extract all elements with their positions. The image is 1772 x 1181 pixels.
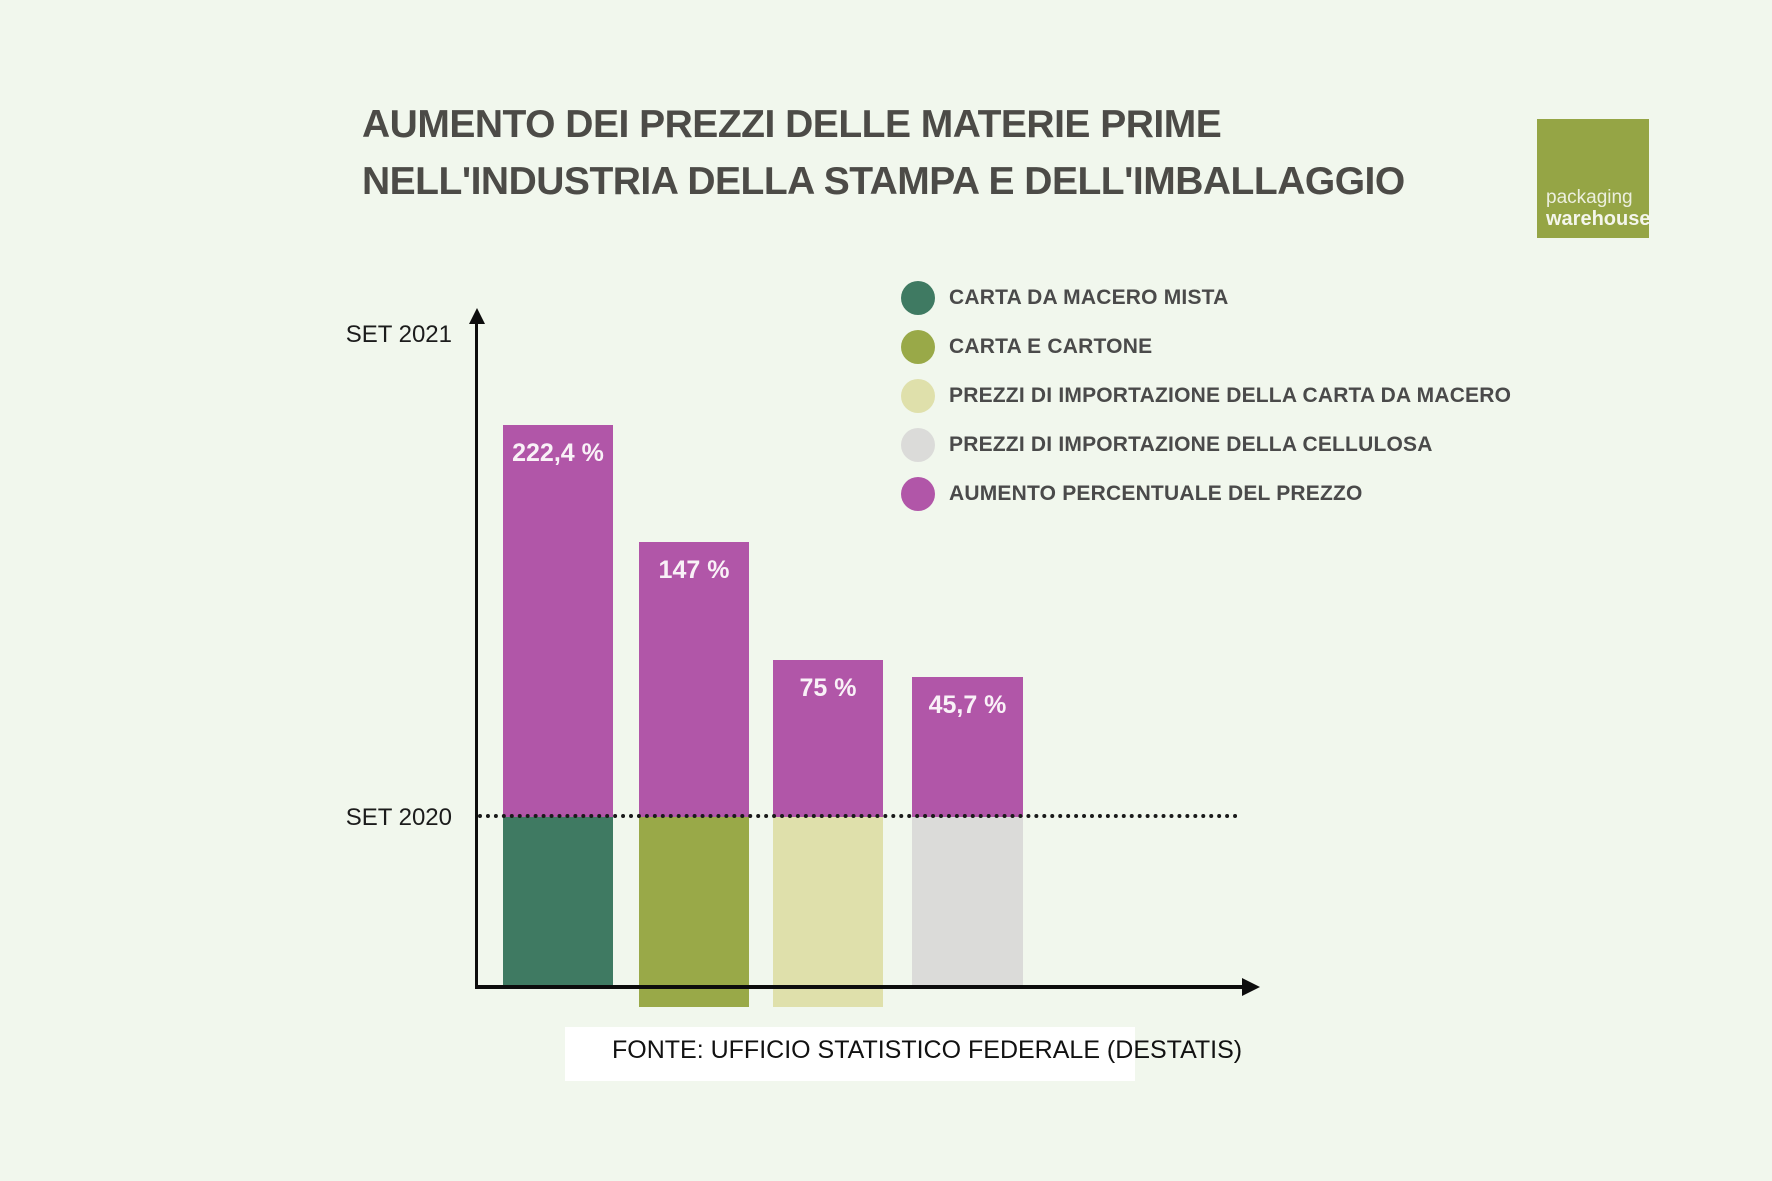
- bar-value-label: 45,7 %: [928, 691, 1007, 719]
- y-axis-baseline-label: SET 2020: [345, 804, 452, 831]
- brand-logo: packaging warehouse: [1537, 119, 1651, 238]
- bar-group-prezzi-importazione-carta-da-macero: 75 %: [773, 660, 883, 1007]
- legend-swatch-icon: [901, 477, 935, 511]
- logo-text-warehouse: warehouse: [1546, 208, 1651, 230]
- bar-group-carta-e-cartone: 147 %: [639, 542, 749, 1007]
- page-title: AUMENTO DEI PREZZI DELLE MATERIE PRIME N…: [362, 96, 1482, 210]
- bar-base-segment: [503, 817, 613, 987]
- x-axis-arrow-icon: [1242, 978, 1260, 996]
- legend-item-aumento-percentuale: AUMENTO PERCENTUALE DEL PREZZO: [901, 477, 1511, 511]
- source-text: FONTE: UFFICIO STATISTICO FEDERALE (DEST…: [612, 1036, 1243, 1064]
- legend-item-prezzi-importazione-carta-da-macero: PREZZI DI IMPORTAZIONE DELLA CARTA DA MA…: [901, 379, 1511, 413]
- page-title-line1: AUMENTO DEI PREZZI DELLE MATERIE PRIME: [362, 103, 1222, 146]
- legend-swatch-icon: [901, 281, 935, 315]
- page-title-line2: NELL'INDUSTRIA DELLA STAMPA E DELL'IMBAL…: [362, 160, 1405, 203]
- legend-swatch-icon: [901, 428, 935, 462]
- legend-label: CARTA DA MACERO MISTA: [949, 286, 1229, 309]
- bar-group-prezzi-importazione-cellulosa: 45,7 %: [912, 677, 1023, 987]
- source-strip: [565, 1027, 1135, 1081]
- logo-text-packaging: packaging: [1546, 187, 1633, 208]
- bar-base-segment: [912, 817, 1023, 987]
- legend-swatch-icon: [901, 379, 935, 413]
- legend-swatch-icon: [901, 330, 935, 364]
- x-axis-line: [475, 985, 1245, 989]
- legend-label: PREZZI DI IMPORTAZIONE DELLA CELLULOSA: [949, 433, 1433, 456]
- bar-increase-segment: 222,4 %: [503, 425, 613, 817]
- y-axis-top-label: SET 2021: [345, 321, 452, 348]
- legend-label: CARTA E CARTONE: [949, 335, 1153, 358]
- baseline-dotted-line: [478, 814, 1238, 818]
- bar-value-label: 222,4 %: [512, 439, 604, 467]
- bar-increase-segment: 45,7 %: [912, 677, 1023, 817]
- chart-legend: CARTA DA MACERO MISTA CARTA E CARTONE PR…: [901, 281, 1511, 526]
- legend-item-prezzi-importazione-cellulosa: PREZZI DI IMPORTAZIONE DELLA CELLULOSA: [901, 428, 1511, 462]
- legend-label: AUMENTO PERCENTUALE DEL PREZZO: [949, 482, 1363, 505]
- bar-increase-segment: 147 %: [639, 542, 749, 817]
- legend-label: PREZZI DI IMPORTAZIONE DELLA CARTA DA MA…: [949, 384, 1512, 407]
- legend-item-carta-e-cartone: CARTA E CARTONE: [901, 330, 1511, 364]
- legend-item-carta-da-macero-mista: CARTA DA MACERO MISTA: [901, 281, 1511, 315]
- bar-group-carta-da-macero-mista: 222,4 %: [503, 425, 613, 987]
- y-axis-line: [475, 322, 478, 989]
- bar-base-segment: [773, 817, 883, 1007]
- bar-value-label: 75 %: [799, 674, 857, 702]
- y-axis-arrow-icon: [469, 308, 485, 324]
- bar-base-segment: [639, 817, 749, 1007]
- bar-value-label: 147 %: [658, 556, 730, 584]
- bar-increase-segment: 75 %: [773, 660, 883, 817]
